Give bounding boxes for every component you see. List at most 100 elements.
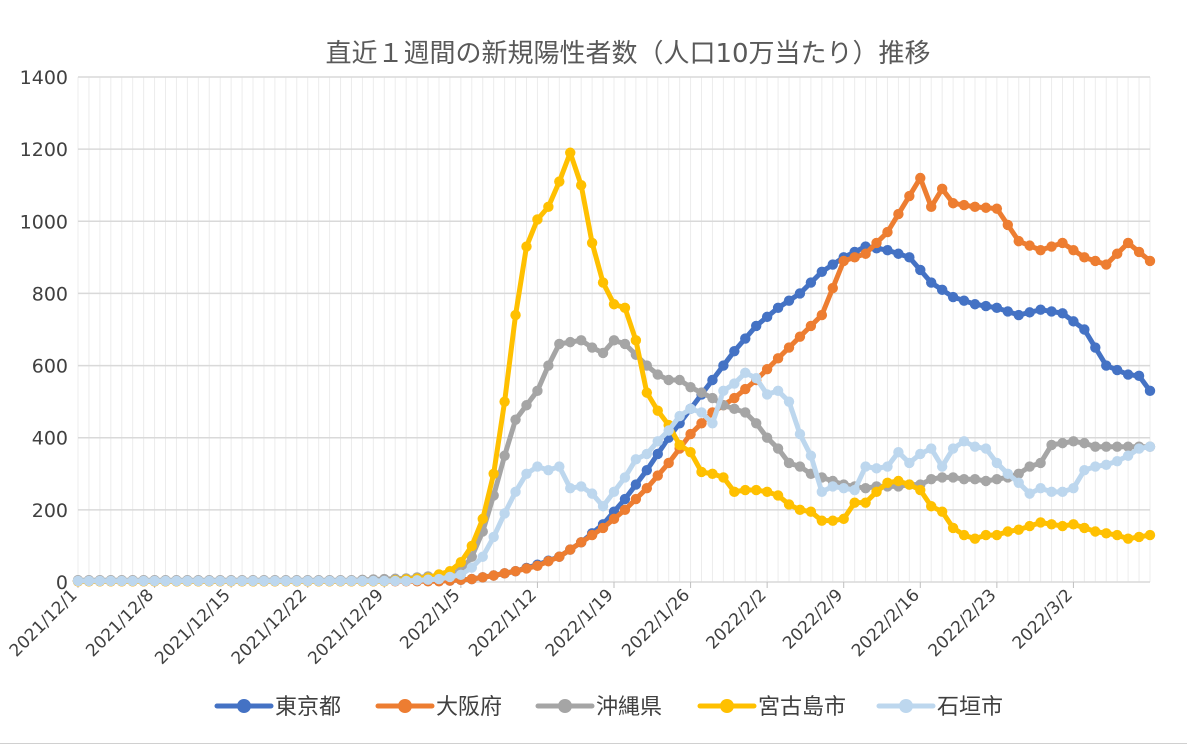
- data-point: [805, 450, 817, 461]
- data-point: [1122, 237, 1134, 249]
- data-point: [926, 443, 937, 454]
- data-point: [1068, 316, 1079, 327]
- data-point: [575, 335, 587, 346]
- legend-label: 大阪府: [436, 695, 502, 720]
- data-point: [1111, 441, 1123, 452]
- data-point: [532, 461, 543, 472]
- data-point: [685, 446, 696, 458]
- data-point: [608, 299, 620, 310]
- data-point: [641, 387, 653, 398]
- data-point: [751, 418, 762, 429]
- data-point: [958, 474, 970, 485]
- data-point: [805, 320, 817, 332]
- data-point: [488, 570, 499, 581]
- data-point: [1122, 369, 1134, 380]
- data-point: [1013, 309, 1024, 321]
- data-point: [1144, 529, 1156, 541]
- data-point: [969, 474, 981, 485]
- data-point: [729, 403, 740, 415]
- data-point: [1101, 259, 1112, 270]
- data-point: [969, 299, 981, 310]
- data-point: [630, 479, 642, 490]
- data-point: [1090, 526, 1101, 537]
- data-point: [1035, 304, 1046, 315]
- data-point: [1101, 528, 1112, 539]
- data-point: [904, 479, 915, 490]
- data-point: [740, 484, 751, 496]
- data-point: [521, 241, 532, 252]
- data-point: [849, 497, 860, 508]
- data-point: [488, 468, 499, 479]
- data-point: [1002, 219, 1013, 231]
- data-point: [915, 264, 926, 276]
- data-point: [335, 575, 346, 587]
- data-point: [466, 573, 477, 585]
- data-point: [761, 486, 773, 498]
- data-point: [663, 457, 674, 469]
- data-point: [860, 461, 871, 472]
- data-point: [827, 259, 838, 270]
- data-point: [1068, 483, 1079, 494]
- data-point: [740, 383, 751, 395]
- data-point: [1057, 486, 1068, 498]
- data-point: [936, 284, 948, 296]
- legend-label: 石垣市: [937, 695, 1003, 720]
- data-point: [816, 486, 828, 498]
- data-point: [860, 248, 871, 259]
- y-tick-label: 0: [56, 572, 68, 594]
- data-point: [444, 571, 456, 583]
- data-point: [543, 201, 554, 213]
- data-point: [936, 472, 948, 483]
- data-point: [827, 282, 838, 294]
- data-point: [247, 575, 259, 587]
- data-point: [597, 501, 609, 512]
- data-point: [1133, 370, 1145, 382]
- data-point: [510, 565, 521, 577]
- data-point: [991, 457, 1003, 469]
- data-point: [302, 575, 313, 587]
- legend-swatch-marker: [899, 699, 913, 713]
- gridlines: [77, 76, 1151, 583]
- data-point: [685, 382, 696, 393]
- data-point: [794, 428, 806, 440]
- data-point: [947, 472, 959, 483]
- data-point: [1090, 441, 1101, 452]
- data-point: [619, 302, 631, 314]
- data-point: [783, 499, 795, 510]
- data-point: [980, 475, 992, 487]
- data-point: [1144, 385, 1156, 397]
- data-point: [1122, 441, 1134, 452]
- data-point: [1046, 519, 1057, 530]
- data-point: [1057, 437, 1068, 449]
- data-point: [772, 353, 784, 364]
- data-point: [772, 302, 784, 314]
- data-point: [532, 214, 543, 225]
- data-point: [772, 385, 784, 397]
- data-point: [871, 237, 882, 249]
- data-point: [1035, 483, 1046, 494]
- y-tick-label: 200: [32, 500, 68, 522]
- data-point: [893, 248, 904, 259]
- data-point: [1013, 477, 1024, 488]
- data-point: [827, 515, 838, 526]
- data-point: [215, 575, 226, 587]
- data-point: [1002, 306, 1013, 317]
- data-point: [1133, 531, 1145, 543]
- data-point: [838, 483, 849, 494]
- data-point: [805, 277, 817, 288]
- y-tick-label: 400: [32, 428, 68, 450]
- data-point: [543, 556, 554, 567]
- series-group: [72, 147, 1156, 587]
- data-point: [882, 226, 893, 238]
- data-point: [663, 425, 674, 436]
- data-point: [1035, 244, 1046, 256]
- data-point: [1046, 439, 1057, 451]
- data-point: [794, 504, 806, 516]
- data-point: [1079, 252, 1090, 263]
- data-point: [565, 483, 576, 494]
- data-point: [149, 575, 160, 587]
- data-point: [696, 466, 707, 478]
- data-point: [707, 392, 718, 404]
- data-point: [816, 266, 828, 277]
- data-point: [1024, 520, 1035, 532]
